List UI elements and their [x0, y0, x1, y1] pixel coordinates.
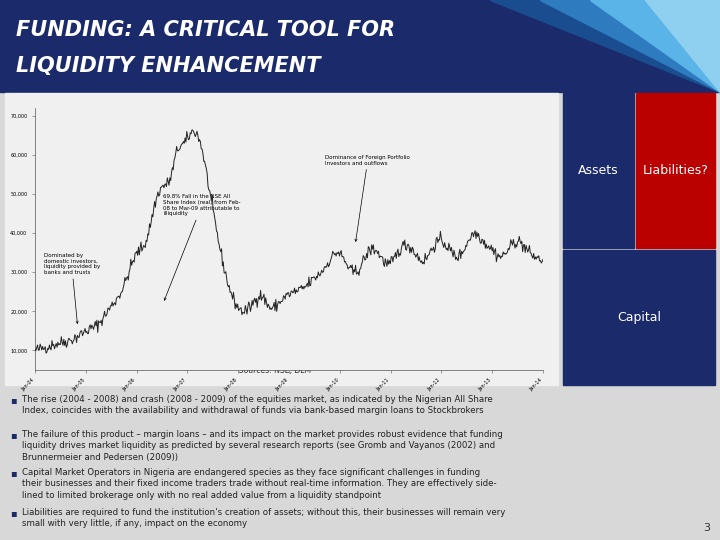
Text: FUNDING: A CRITICAL TOOL FOR: FUNDING: A CRITICAL TOOL FOR [16, 20, 395, 40]
Text: 69.8% Fall in the NSE All
Share Index (real) from Feb-
08 to Mar-09 attributable: 69.8% Fall in the NSE All Share Index (r… [163, 194, 240, 300]
Polygon shape [540, 0, 720, 92]
Text: Liabilities?: Liabilities? [642, 164, 708, 177]
Text: ▪: ▪ [10, 430, 17, 440]
Text: The failure of this product – margin loans – and its impact on the market provid: The failure of this product – margin loa… [22, 430, 503, 462]
Bar [563, 93, 634, 248]
Polygon shape [490, 0, 720, 92]
Text: Assets: Assets [578, 164, 618, 177]
Text: The rise (2004 - 2008) and crash (2008 - 2009) of the equities market, as indica: The rise (2004 - 2008) and crash (2008 -… [22, 395, 492, 415]
Polygon shape [645, 0, 720, 92]
Text: LIQUIDITY ENHANCEMENT: LIQUIDITY ENHANCEMENT [16, 56, 320, 76]
Text: Liabilities are required to fund the institution's creation of assets; without t: Liabilities are required to fund the ins… [22, 508, 505, 529]
Text: ▪: ▪ [10, 395, 17, 405]
Polygon shape [590, 0, 720, 92]
Bar [636, 93, 715, 248]
Bar [563, 250, 715, 385]
Bar [0, 0, 720, 92]
Text: Sources: NSE, DLM: Sources: NSE, DLM [239, 366, 312, 375]
Bar [5, 93, 558, 385]
Text: 3: 3 [703, 523, 710, 533]
Text: Dominated by
domestic investors,
liquidity provided by
banks and trusts: Dominated by domestic investors, liquidi… [43, 253, 100, 323]
Text: ▪: ▪ [10, 508, 17, 518]
Text: Capital: Capital [617, 311, 661, 324]
Text: Dominance of Foreign Portfolio
Investors and outflows: Dominance of Foreign Portfolio Investors… [325, 155, 410, 241]
Text: ▪: ▪ [10, 468, 17, 478]
Text: Capital Market Operators in Nigeria are endangered species as they face signific: Capital Market Operators in Nigeria are … [22, 468, 497, 500]
